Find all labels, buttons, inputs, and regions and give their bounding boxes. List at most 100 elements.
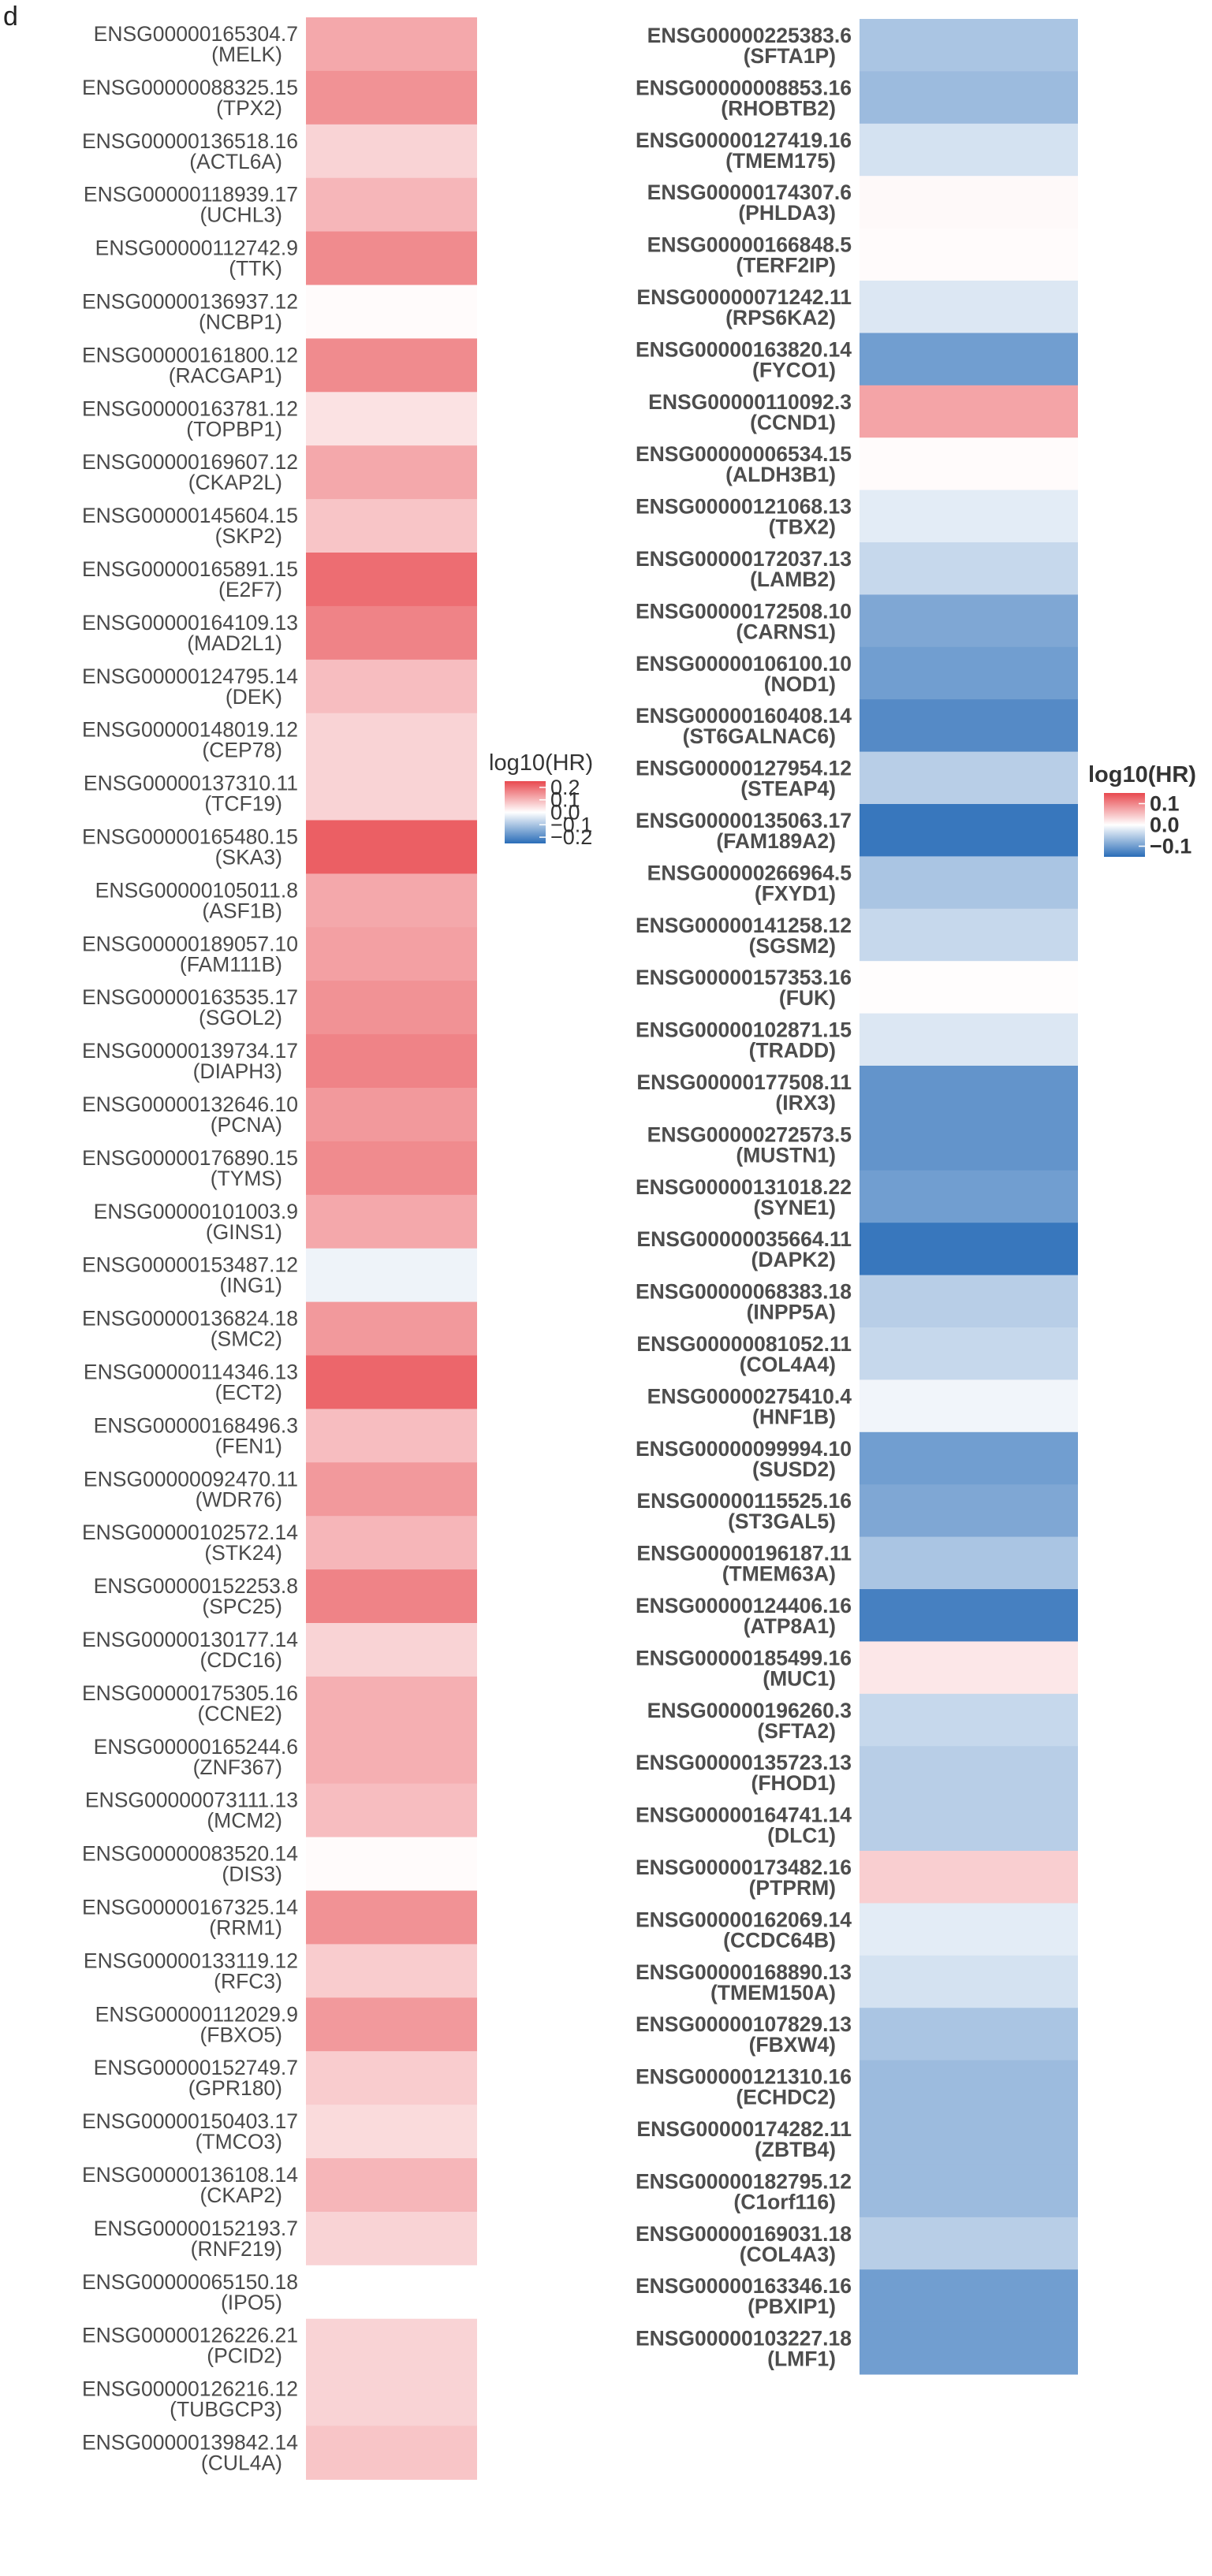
heatmap-cell [306,1569,477,1624]
heatmap-cell [306,605,477,661]
row-label-id: ENSG00000165891.15 [82,557,298,581]
heatmap-cell [860,961,1078,1014]
row-label-id: ENSG00000148019.12 [82,718,298,742]
heatmap-cell [306,285,477,339]
row-label-id: ENSG00000152253.8 [94,1574,298,1598]
right-legend: log10(HR) 0.10.0−0.1 [1088,762,1196,858]
row-label-gene: (COL4A4) [740,1353,836,1376]
row-label-gene: (HNF1B) [752,1405,836,1428]
row-label-id: ENSG00000118939.17 [84,183,298,207]
heatmap-cell [306,2318,477,2373]
heatmap-cell [860,908,1078,962]
row-label-gene: (TRADD) [749,1039,836,1063]
heatmap-cell [860,1379,1078,1433]
row-label-gene: (RPS6KA2) [725,306,836,329]
row-label-id: ENSG00000135723.13 [636,1751,852,1774]
row-label-gene: (TMEM175) [725,149,836,173]
row-label-id: ENSG00000185499.16 [636,1646,852,1670]
heatmap-cell [860,1275,1078,1328]
row-label-id: ENSG00000152749.7 [94,2056,298,2079]
row-label-id: ENSG00000272573.5 [647,1122,852,1146]
heatmap-cell [306,445,477,500]
heatmap-cell [306,1034,477,1089]
heatmap-cell [860,1746,1078,1800]
row-label-id: ENSG00000189057.10 [82,932,298,955]
row-label-gene: (SGOL2) [199,1006,282,1029]
row-label-gene: (IRX3) [775,1091,836,1115]
row-label-gene: (TMEM150A) [710,1981,836,2005]
heatmap-cell [306,1301,477,1356]
row-label-id: ENSG00000266964.5 [647,861,852,884]
heatmap-cell [306,1623,477,1677]
row-label-id: ENSG00000101003.9 [94,1200,298,1223]
heatmap-cell [306,981,477,1035]
row-label-gene: (DIS3) [222,1863,282,1886]
row-label-gene: (INPP5A) [747,1301,836,1324]
row-label-id: ENSG00000165480.15 [82,825,298,849]
heatmap-cell [860,1013,1078,1067]
row-label-gene: (ZBTB4) [755,2138,836,2161]
heatmap-cell [306,2211,477,2266]
row-label-gene: (PBXIP1) [748,2295,836,2318]
legend-tick-label: 0.1 [550,788,580,812]
row-label-gene: (ACTL6A) [189,150,282,173]
heatmap-cell [306,1729,477,1785]
row-label-gene: (TCF19) [204,792,282,816]
row-label-id: ENSG00000112742.9 [95,236,298,260]
heatmap-cell [860,804,1078,857]
heatmap-cell [306,231,477,285]
heatmap-cell [306,873,477,928]
heatmap-cell [306,1141,477,1196]
heatmap-cell [860,1955,1078,2008]
heatmap-cell [860,1066,1078,1119]
heatmap-cell [306,2425,477,2480]
row-label-id: ENSG00000152193.7 [94,2217,298,2240]
row-label-id: ENSG00000176890.15 [82,1146,298,1170]
heatmap-cell [860,751,1078,805]
heatmap-cell [860,594,1078,648]
heatmap-cell [860,71,1078,125]
heatmap-cell [306,820,477,874]
row-label-gene: (RHOBTB2) [721,96,836,120]
row-label-gene: (PCID2) [207,2344,282,2368]
row-label-id: ENSG00000163535.17 [82,985,298,1009]
legend-colorbar [505,781,546,843]
row-label-gene: (MELK) [211,43,282,66]
row-label-id: ENSG00000168890.13 [636,1960,852,1984]
row-label-id: ENSG00000102572.14 [82,1521,298,1544]
heatmap-cell [306,499,477,553]
row-label-id: ENSG00000139734.17 [82,1039,298,1063]
row-label-gene: (FBXO5) [200,2023,282,2046]
row-label-gene: (RRM1) [209,1916,282,1940]
row-label-gene: (C1orf116) [733,2190,836,2213]
row-label-gene: (IPO5) [221,2291,282,2314]
heatmap-cell [306,17,477,72]
row-label-gene: (CKAP2) [200,2183,282,2207]
row-label-gene: (SFTA2) [757,1719,836,1743]
row-label-id: ENSG00000169031.18 [636,2222,852,2246]
legend-tick-label: −0.2 [550,825,592,849]
heatmap-cell [860,385,1078,438]
heatmap-cell [306,1676,477,1731]
row-label-id: ENSG00000164741.14 [636,1804,852,1827]
row-label-id: ENSG00000115525.16 [636,1489,852,1513]
row-label-id: ENSG00000175305.16 [82,1681,298,1705]
row-label-gene: (TBX2) [769,516,836,539]
heatmap-cell [306,392,477,446]
row-label-id: ENSG00000112029.9 [95,2002,298,2026]
row-label-gene: (NCBP1) [199,311,282,334]
row-label-gene: (CDC16) [200,1648,282,1672]
row-label-id: ENSG00000225383.6 [647,24,852,47]
heatmap-cell [306,177,477,233]
row-label-id: ENSG00000165304.7 [94,22,298,46]
row-label-id: ENSG00000163346.16 [636,2274,852,2298]
row-label-id: ENSG00000114346.13 [84,1361,298,1384]
heatmap-cell [860,176,1078,229]
row-label-gene: (FYCO1) [752,358,836,382]
row-label-gene: (CCND1) [750,411,836,434]
row-label-gene: (CCDC64B) [723,1928,836,1952]
heatmap-cell [860,1589,1078,1642]
heatmap-cell [860,19,1078,72]
row-label-id: ENSG00000162069.14 [636,1908,852,1931]
heatmap-cell [860,699,1078,753]
